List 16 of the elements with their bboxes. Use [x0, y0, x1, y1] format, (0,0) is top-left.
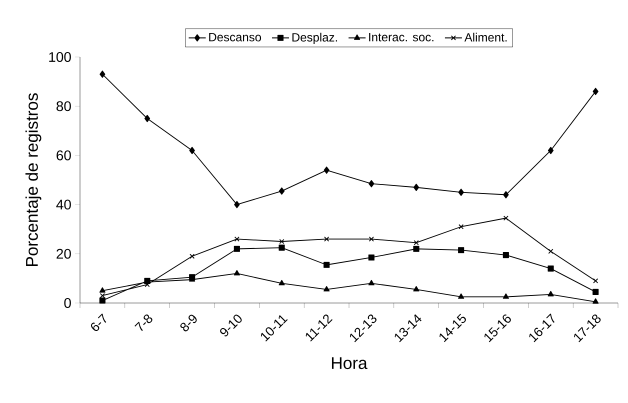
y-tick-label: 20: [56, 248, 71, 259]
legend-label: Descanso: [209, 33, 262, 42]
x-tick-label: 6-7: [91, 314, 106, 331]
x-tick-label: 9-10: [220, 314, 242, 336]
y-tick-label: 100: [49, 52, 71, 62]
y-tick-label: 80: [56, 101, 71, 112]
legend-label: Desplaz.: [292, 32, 338, 44]
legend-label: Aliment.: [464, 32, 507, 42]
y-tick-label: 0: [64, 298, 71, 308]
y-axis-title: Porcentaje de registros: [25, 93, 42, 266]
x-tick-label: 7-8: [134, 314, 152, 332]
y-tick-label: 60: [56, 150, 71, 160]
x-axis-title: Hora: [332, 357, 368, 370]
y-tick-label: 40: [56, 200, 71, 210]
legend-label: Interac. soc.: [369, 33, 434, 42]
x-tick-label: 8-9: [180, 314, 197, 332]
